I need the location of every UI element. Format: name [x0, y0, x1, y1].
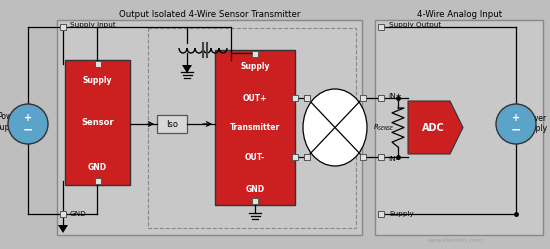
Text: +: + — [512, 113, 520, 123]
Bar — [360, 154, 366, 160]
Bar — [378, 24, 384, 30]
Polygon shape — [182, 65, 192, 73]
Text: IN+: IN+ — [388, 93, 402, 99]
Text: Power: Power — [524, 114, 547, 123]
Text: OUT+: OUT+ — [243, 94, 267, 103]
Bar — [57, 20, 362, 235]
Bar — [292, 154, 298, 160]
Bar — [378, 154, 384, 160]
Text: www.elecfans.com: www.elecfans.com — [427, 238, 482, 243]
Bar — [304, 154, 310, 160]
Text: Supply Input: Supply Input — [70, 22, 115, 28]
Bar — [65, 60, 130, 185]
Bar — [304, 95, 310, 101]
Text: Supply Output: Supply Output — [389, 22, 441, 28]
Text: −: − — [23, 124, 33, 136]
Text: Supply: Supply — [82, 75, 112, 84]
Text: ADC: ADC — [422, 123, 444, 132]
Text: GND: GND — [88, 163, 107, 172]
Text: Sensor: Sensor — [81, 118, 114, 127]
Bar — [215, 50, 295, 205]
Bar — [304, 154, 310, 160]
Text: Supply: Supply — [240, 62, 270, 70]
Bar — [95, 178, 101, 184]
Text: $R_{SENSE}$: $R_{SENSE}$ — [373, 123, 395, 133]
Text: Iso: Iso — [166, 120, 178, 128]
Ellipse shape — [303, 89, 367, 166]
Bar — [95, 61, 101, 67]
Circle shape — [496, 104, 536, 144]
Text: Power: Power — [0, 112, 20, 121]
Text: Transmitter: Transmitter — [230, 123, 280, 132]
Polygon shape — [58, 225, 68, 233]
Bar — [378, 95, 384, 101]
Bar — [304, 95, 310, 101]
Text: Output Isolated 4-Wire Sensor Transmitter: Output Isolated 4-Wire Sensor Transmitte… — [119, 9, 301, 18]
Bar — [60, 24, 66, 30]
Text: −: − — [511, 124, 521, 136]
Text: Supply: Supply — [389, 211, 414, 217]
Bar — [375, 20, 543, 235]
Text: IN-: IN- — [388, 156, 398, 162]
Bar — [148, 28, 356, 228]
Text: Supply: Supply — [0, 123, 22, 131]
Text: Supply: Supply — [522, 124, 548, 132]
Polygon shape — [408, 101, 463, 154]
Text: OUT-: OUT- — [245, 152, 265, 162]
Bar — [252, 198, 258, 204]
Bar — [157, 115, 187, 133]
Text: +: + — [24, 113, 32, 123]
Text: GND: GND — [245, 185, 265, 193]
Bar — [252, 51, 258, 57]
Bar — [60, 211, 66, 217]
Bar — [292, 95, 298, 101]
Text: 4-Wire Analog Input: 4-Wire Analog Input — [417, 9, 503, 18]
Bar — [378, 211, 384, 217]
Circle shape — [8, 104, 48, 144]
Bar — [360, 95, 366, 101]
Text: GND: GND — [70, 211, 87, 217]
